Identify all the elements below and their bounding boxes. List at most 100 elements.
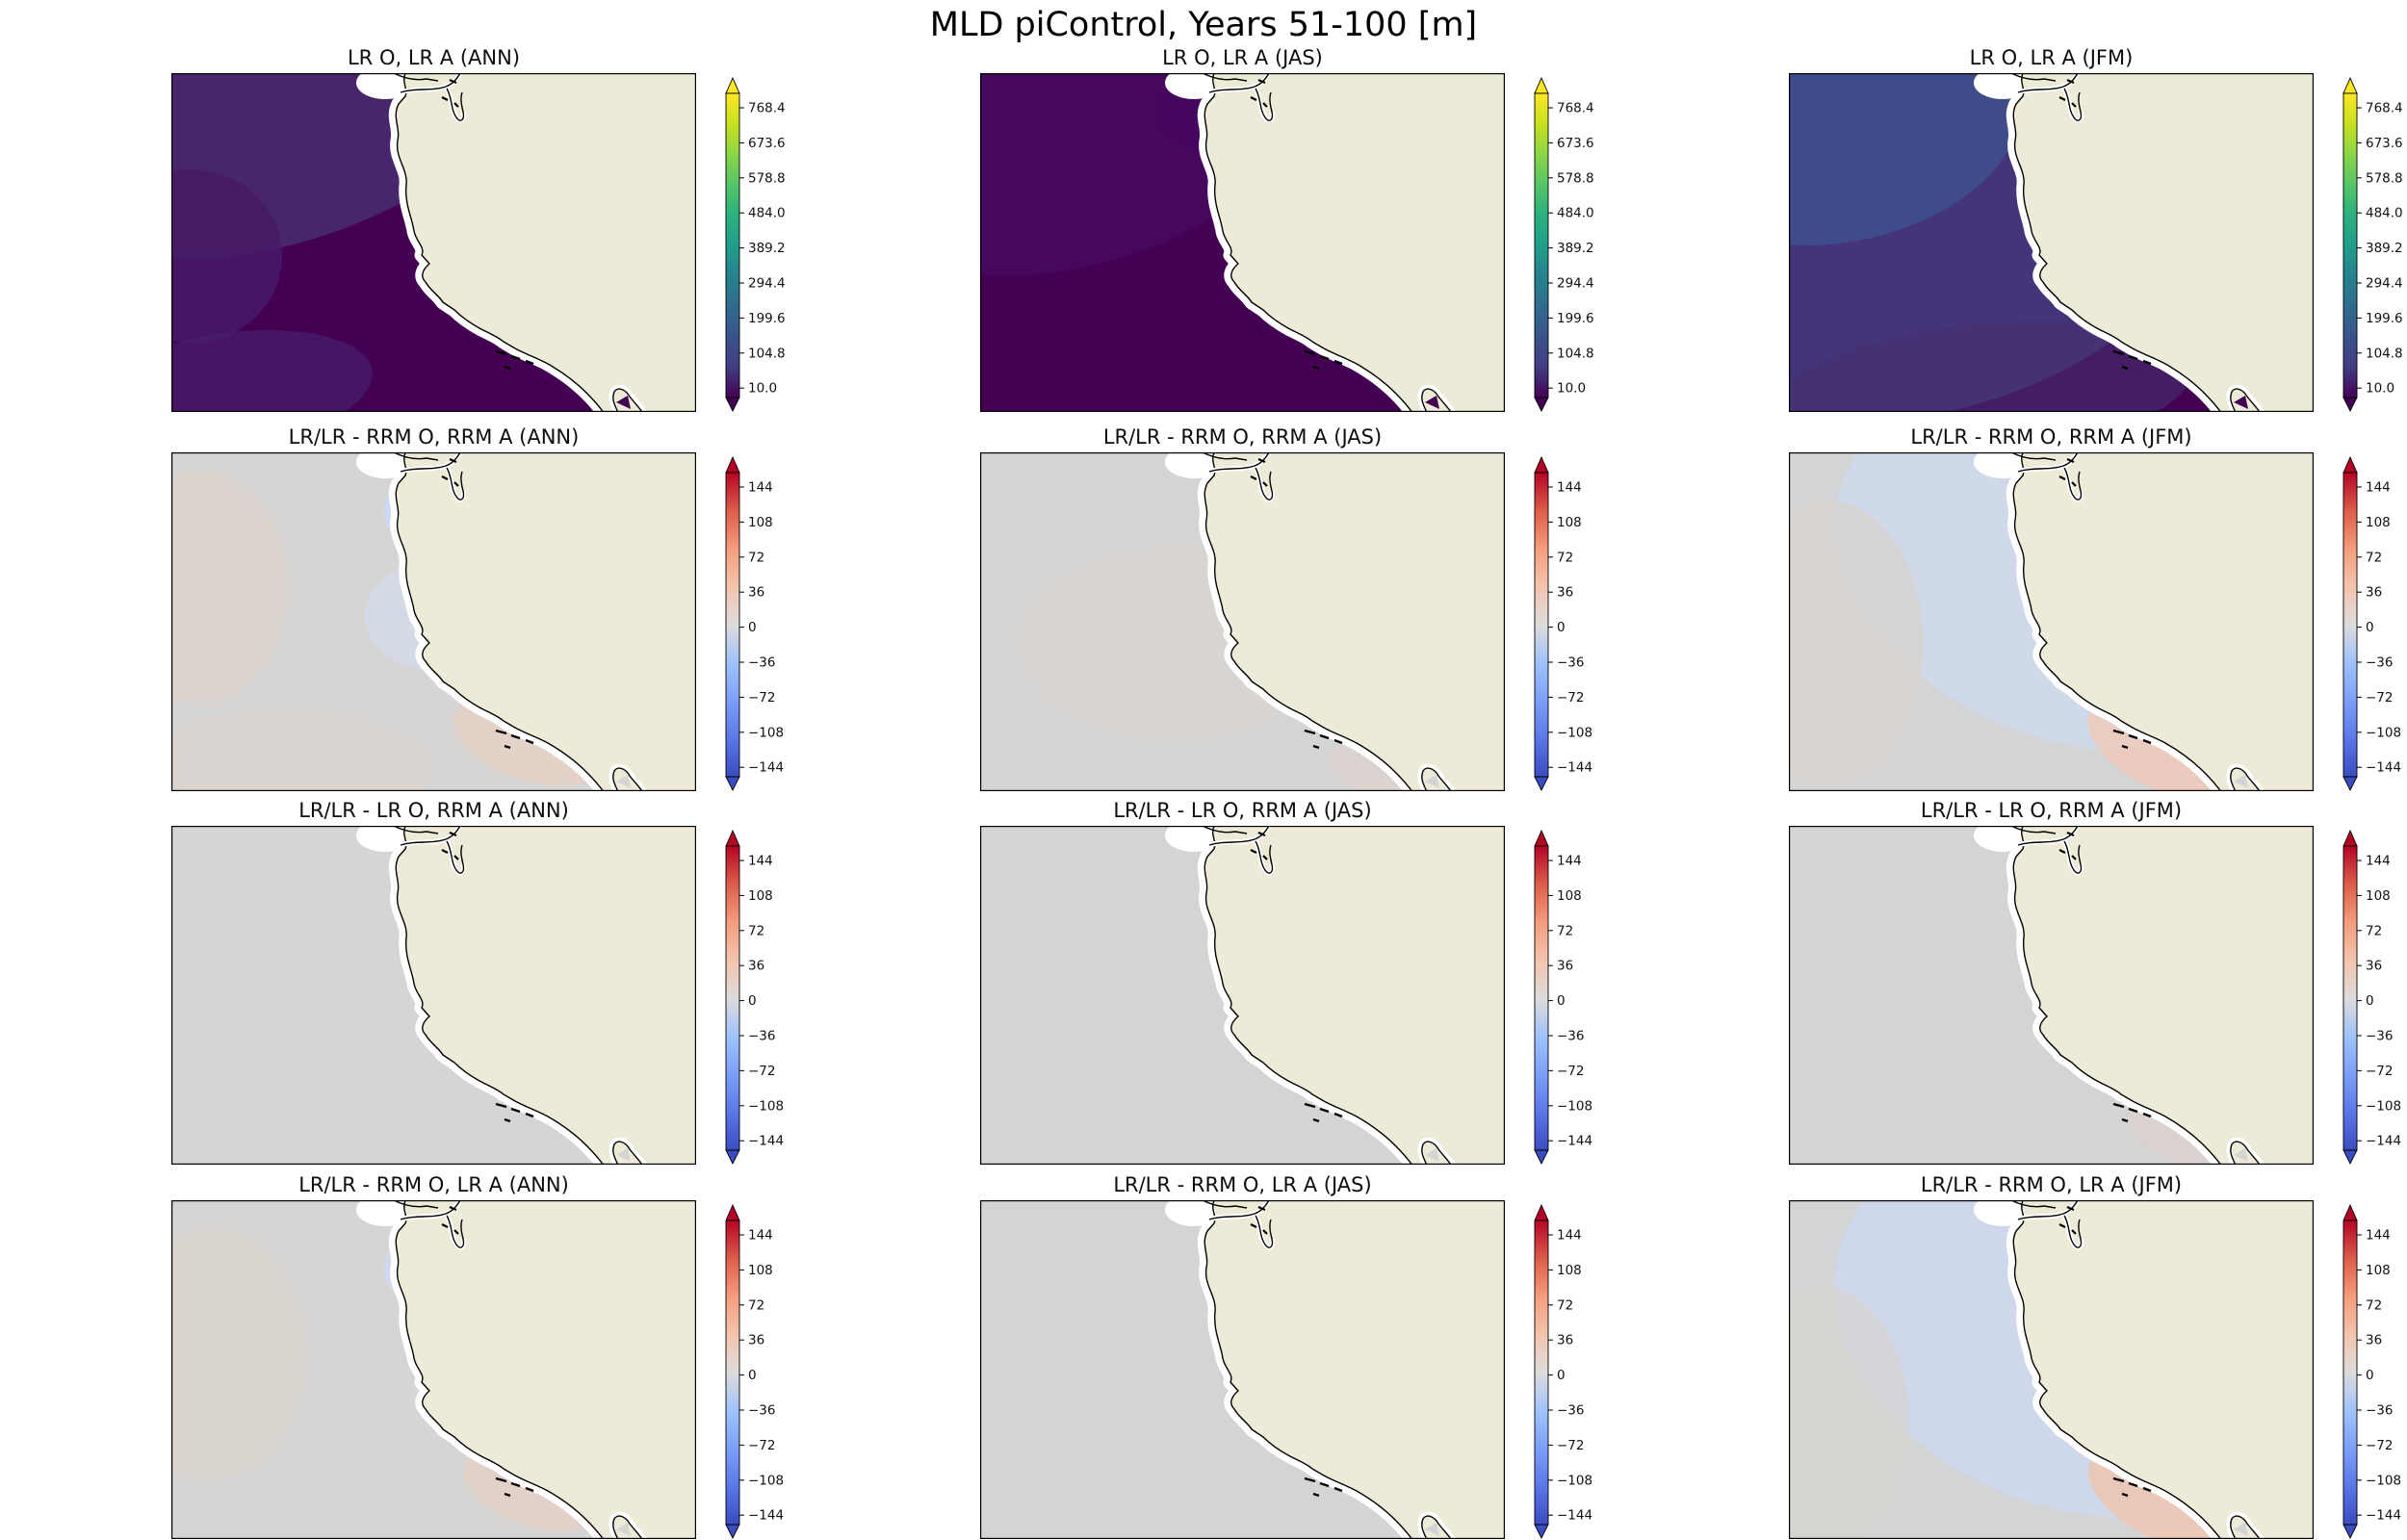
coastal-mask-north [1165, 73, 1223, 99]
channel-islands [2112, 349, 2152, 371]
colorbar-tick-label: 144 [1557, 480, 1582, 496]
colorbar-arrow-under [1534, 1524, 1549, 1539]
strait-coastline [2017, 826, 2079, 846]
colorbar-arrow-over [2342, 829, 2358, 847]
colorbar-tick-label: −144 [748, 1134, 784, 1149]
colorbar-tick-label: −144 [1557, 760, 1592, 776]
puget-coastline [1255, 467, 1274, 500]
contour-patch [1789, 1287, 1909, 1539]
colorbar-arrow-under [1534, 1149, 1549, 1165]
colorbar-tick-label: 0 [748, 620, 757, 635]
baja-bay [2234, 1523, 2248, 1536]
colorbar-arrow-under [725, 397, 740, 412]
colorbar-tick-label: −144 [748, 1508, 784, 1524]
colorbar-tick-label: 144 [2366, 480, 2391, 496]
channel-islands [495, 1476, 534, 1498]
channel-islands [495, 729, 534, 750]
colorbar-tick-label: 484.0 [1557, 206, 1594, 221]
colorbar-tick-label: 484.0 [748, 206, 786, 221]
map-panel-r1c1 [171, 73, 696, 412]
colorbar-bar [2342, 1219, 2358, 1526]
colorbar-tick-label: −108 [2366, 1473, 2401, 1488]
panel-title-r3c2: LR/LR - LR O, RRM A (JAS) [1113, 799, 1372, 822]
contour-patch [171, 835, 412, 1009]
colorbar-arrow-over [2342, 1203, 2358, 1221]
colorbar-tick-label: 108 [1557, 515, 1582, 530]
colorbar-arrow-under [725, 1524, 740, 1539]
puget-coastline [2063, 1215, 2083, 1248]
colorbar-tick-label: −144 [1557, 1134, 1592, 1149]
vancouver-island-coastline [2010, 73, 2057, 82]
colorbar-tick-label: 36 [748, 585, 764, 601]
colorbar-tick-label: 108 [2366, 515, 2391, 530]
colorbar-bar [725, 1219, 740, 1526]
colorbar-tick-label: 768.4 [2366, 101, 2403, 116]
puget-coastline [446, 88, 465, 121]
colorbar-tick-label: −72 [748, 1438, 776, 1453]
map-panel-r2c1 [171, 452, 696, 791]
colorbar-bar [2342, 845, 2358, 1151]
baja-bay [2234, 775, 2248, 788]
contour-patch [1789, 500, 1924, 789]
colorbar-tick-label: 72 [748, 923, 764, 938]
coastal-mask-north [1165, 452, 1223, 478]
channel-islands [495, 1102, 534, 1123]
colorbar-tick-label: 0 [1557, 620, 1566, 635]
colorbar-tick-label: −72 [748, 690, 776, 706]
colorbar-arrow-over [725, 76, 740, 94]
colorbar-tick-label: 0 [2366, 993, 2374, 1009]
land [395, 73, 696, 412]
colorbar-tick-label: −144 [2366, 1508, 2401, 1524]
land [395, 826, 696, 1165]
puget-islands [2058, 831, 2077, 860]
map-panel-r3c2 [980, 826, 1505, 1165]
vancouver-island-coastline [393, 1200, 439, 1209]
land [1204, 73, 1505, 412]
colorbar-tick-label: 104.8 [748, 346, 786, 361]
baja-bay [616, 1523, 631, 1536]
contour-patch [171, 1229, 306, 1479]
colorbar-bar [1534, 92, 1549, 398]
coastal-mask-north [1165, 1200, 1223, 1226]
colorbar-tick-label: 10.0 [1557, 381, 1586, 397]
colorbar-tick-label: 144 [1557, 854, 1582, 869]
colorbar-mld-r1c1: 768.4 673.6 578.8 484.0 389.2 294.4 199.6 104.8… [725, 76, 786, 412]
colorbar-arrow-under [1534, 776, 1549, 791]
baja-bay [2234, 1148, 2248, 1162]
colorbar-tick-label: 108 [748, 1263, 773, 1278]
strait-coastline [400, 826, 461, 846]
panel-title-r2c3: LR/LR - RRM O, RRM A (JFM) [1910, 425, 2192, 449]
contour-patch [980, 73, 1303, 276]
channel-islands [2112, 1476, 2152, 1498]
strait-coastline [2017, 452, 2079, 473]
vancouver-island-coastline [1202, 452, 1248, 461]
colorbar-tick-label: 72 [2366, 550, 2382, 565]
colorbar-tick-label: −108 [1557, 1098, 1592, 1114]
colorbar-tick-label: 389.2 [1557, 241, 1594, 256]
colorbar-tick-label: 72 [1557, 923, 1573, 938]
channel-islands [1304, 1476, 1343, 1498]
strait-coastline [1208, 452, 1270, 473]
strait-coastline [2017, 1200, 2079, 1220]
colorbar-tick-label: 36 [748, 959, 764, 974]
channel-islands [2112, 1102, 2152, 1123]
colorbar-bar [725, 472, 740, 778]
colorbar-tick-label: 72 [1557, 1297, 1573, 1313]
colorbar-tick-label: −72 [2366, 1438, 2394, 1453]
colorbar-tick-label: 578.8 [748, 170, 786, 186]
baja-bay [616, 775, 631, 788]
colorbar-tick-label: 144 [2366, 854, 2391, 869]
puget-islands [1250, 831, 1268, 860]
colorbar-arrow-under [2342, 397, 2358, 412]
puget-coastline [446, 467, 465, 500]
panel-title-r2c2: LR/LR - RRM O, RRM A (JAS) [1102, 425, 1383, 449]
colorbar-mld-r1c2: 768.4 673.6 578.8 484.0 389.2 294.4 199.6 104.8… [1534, 76, 1594, 412]
colorbar-tick-label: 108 [2366, 1263, 2391, 1278]
colorbar-arrow-over [1534, 76, 1549, 94]
baja-bay [1425, 1148, 1439, 1162]
colorbar-bar [2342, 472, 2358, 778]
colorbar-tick-label: −108 [748, 1098, 784, 1114]
coastal-mask-north [1974, 73, 2032, 99]
map-frame [1789, 452, 2314, 791]
land [2012, 452, 2314, 791]
